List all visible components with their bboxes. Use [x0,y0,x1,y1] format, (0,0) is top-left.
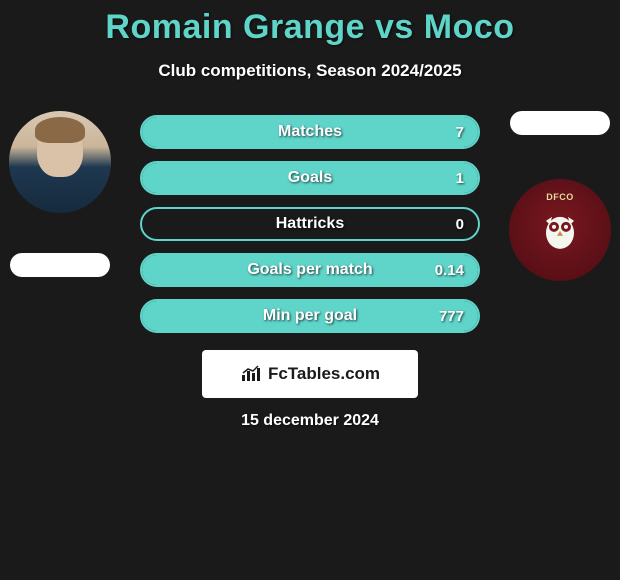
stat-value-right: 0 [416,216,464,233]
chart-icon [240,365,262,383]
site-logo-pill: FcTables.com [202,350,418,398]
player-photo [9,111,111,213]
stat-row: Hattricks0 [140,207,480,241]
owl-icon [538,209,582,253]
player-right-panel: DFCO [508,111,612,281]
player-left-name-pill [10,253,110,277]
stat-value-right: 777 [416,308,464,325]
stat-row: Min per goal777 [140,299,480,333]
player-right-name-pill [510,111,610,135]
player-left-avatar [9,111,111,213]
site-name: FcTables.com [268,364,380,384]
stat-row: Goals1 [140,161,480,195]
stat-value-right: 1 [416,170,464,187]
stat-value-right: 0.14 [416,262,464,279]
badge-text: DFCO [520,192,600,202]
stat-row: Matches7 [140,115,480,149]
footer-date: 15 december 2024 [0,412,620,430]
player-right-badge: DFCO [509,179,611,281]
player-left-panel [8,111,112,277]
stat-row: Goals per match0.14 [140,253,480,287]
page-title: Romain Grange vs Moco [0,0,620,47]
stat-value-right: 7 [416,124,464,141]
stats-column: Matches7 Goals1 Hattricks0 Goals per match0… [140,115,480,345]
subtitle: Club competitions, Season 2024/2025 [0,61,620,81]
